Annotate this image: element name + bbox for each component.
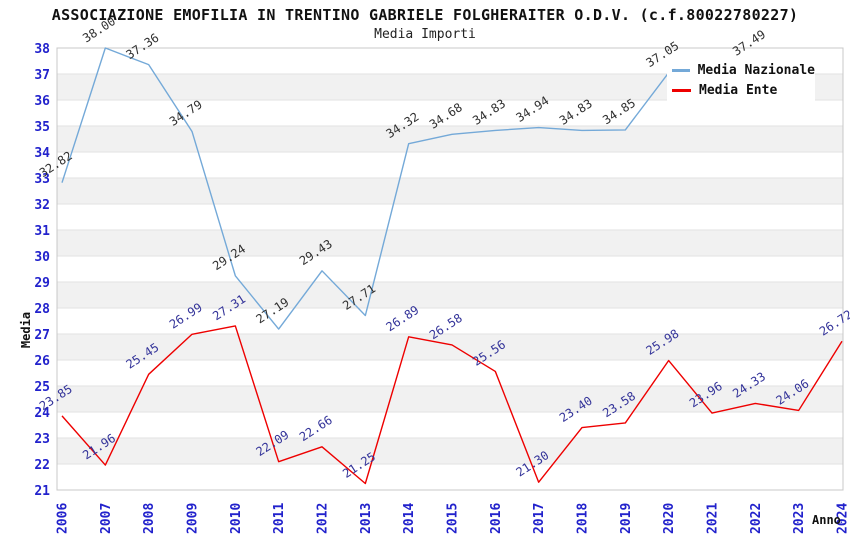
data-label: 38.00 bbox=[80, 14, 118, 45]
x-tick-label: 2009 bbox=[186, 503, 201, 534]
data-label: 34.83 bbox=[470, 96, 508, 127]
grid-band bbox=[57, 178, 843, 204]
grid-band bbox=[57, 282, 843, 308]
x-tick-label: 2022 bbox=[749, 503, 764, 534]
x-tick-label: 2021 bbox=[706, 503, 721, 534]
legend-item-media-ente: Media Ente bbox=[667, 83, 815, 98]
legend-item-media-nazionale: Media Nazionale bbox=[667, 63, 815, 78]
y-tick-label: 23 bbox=[34, 432, 50, 447]
y-tick-label: 38 bbox=[34, 42, 50, 57]
y-tick-label: 29 bbox=[34, 276, 50, 291]
x-tick-label: 2023 bbox=[792, 503, 807, 534]
y-tick-label: 25 bbox=[34, 380, 50, 395]
chart-title: ASSOCIAZIONE EMOFILIA IN TRENTINO GABRIE… bbox=[51, 6, 799, 24]
x-tick-label: 2019 bbox=[619, 503, 634, 534]
grid-band bbox=[57, 126, 843, 152]
data-label: 37.36 bbox=[124, 31, 162, 62]
y-tick-label: 33 bbox=[34, 172, 50, 187]
x-tick-label: 2018 bbox=[576, 503, 591, 534]
grid-band bbox=[57, 334, 843, 360]
data-label: 34.83 bbox=[557, 96, 595, 127]
x-tick-label: 2008 bbox=[142, 503, 157, 534]
legend: Media Nazionale Media Ente bbox=[667, 57, 815, 104]
series-line-nazionale bbox=[61, 47, 756, 330]
x-tick-label: 2014 bbox=[402, 503, 417, 534]
y-tick-label: 31 bbox=[34, 224, 50, 239]
x-tick-label: 2011 bbox=[272, 503, 287, 534]
y-tick-label: 24 bbox=[34, 406, 50, 421]
legend-label-media-ente: Media Ente bbox=[699, 83, 778, 98]
x-axis-title: Anno bbox=[812, 513, 841, 527]
x-tick-label: 2006 bbox=[56, 503, 71, 534]
x-tick-label: 2016 bbox=[489, 503, 504, 534]
grid-band bbox=[57, 386, 843, 412]
x-tick-label: 2013 bbox=[359, 503, 374, 534]
legend-label-media-nazionale: Media Nazionale bbox=[697, 63, 815, 78]
y-tick-label: 37 bbox=[34, 68, 50, 83]
y-tick-label: 34 bbox=[34, 146, 50, 161]
x-tick-label: 2007 bbox=[99, 503, 114, 534]
plot-border bbox=[56, 47, 844, 491]
x-tick-label: 2020 bbox=[662, 503, 677, 534]
grid-band bbox=[57, 438, 843, 464]
x-tick-label: 2010 bbox=[229, 503, 244, 534]
x-tick-label: 2017 bbox=[532, 503, 547, 534]
legend-line-ente-icon bbox=[672, 89, 691, 92]
x-tick-label: 2015 bbox=[446, 503, 461, 534]
y-tick-label: 35 bbox=[34, 120, 50, 135]
series-line-ente bbox=[61, 325, 843, 485]
data-label: 37.49 bbox=[730, 27, 768, 58]
y-tick-label: 30 bbox=[34, 250, 50, 265]
grid-band bbox=[57, 230, 843, 256]
y-tick-label: 21 bbox=[34, 484, 50, 499]
y-axis-title: Media bbox=[19, 312, 33, 348]
y-tick-label: 22 bbox=[34, 458, 50, 473]
y-tick-label: 32 bbox=[34, 198, 50, 213]
y-tick-label: 27 bbox=[34, 328, 50, 343]
x-tick-label: 2012 bbox=[316, 503, 331, 534]
legend-line-nazionale-icon bbox=[672, 69, 690, 72]
y-tick-label: 26 bbox=[34, 354, 50, 369]
x-tick-label: 2024 bbox=[836, 503, 850, 534]
y-tick-label: 28 bbox=[34, 302, 50, 317]
chart-subtitle: Media Importi bbox=[374, 27, 476, 42]
y-tick-label: 36 bbox=[34, 94, 50, 109]
data-label: 34.85 bbox=[600, 96, 638, 127]
